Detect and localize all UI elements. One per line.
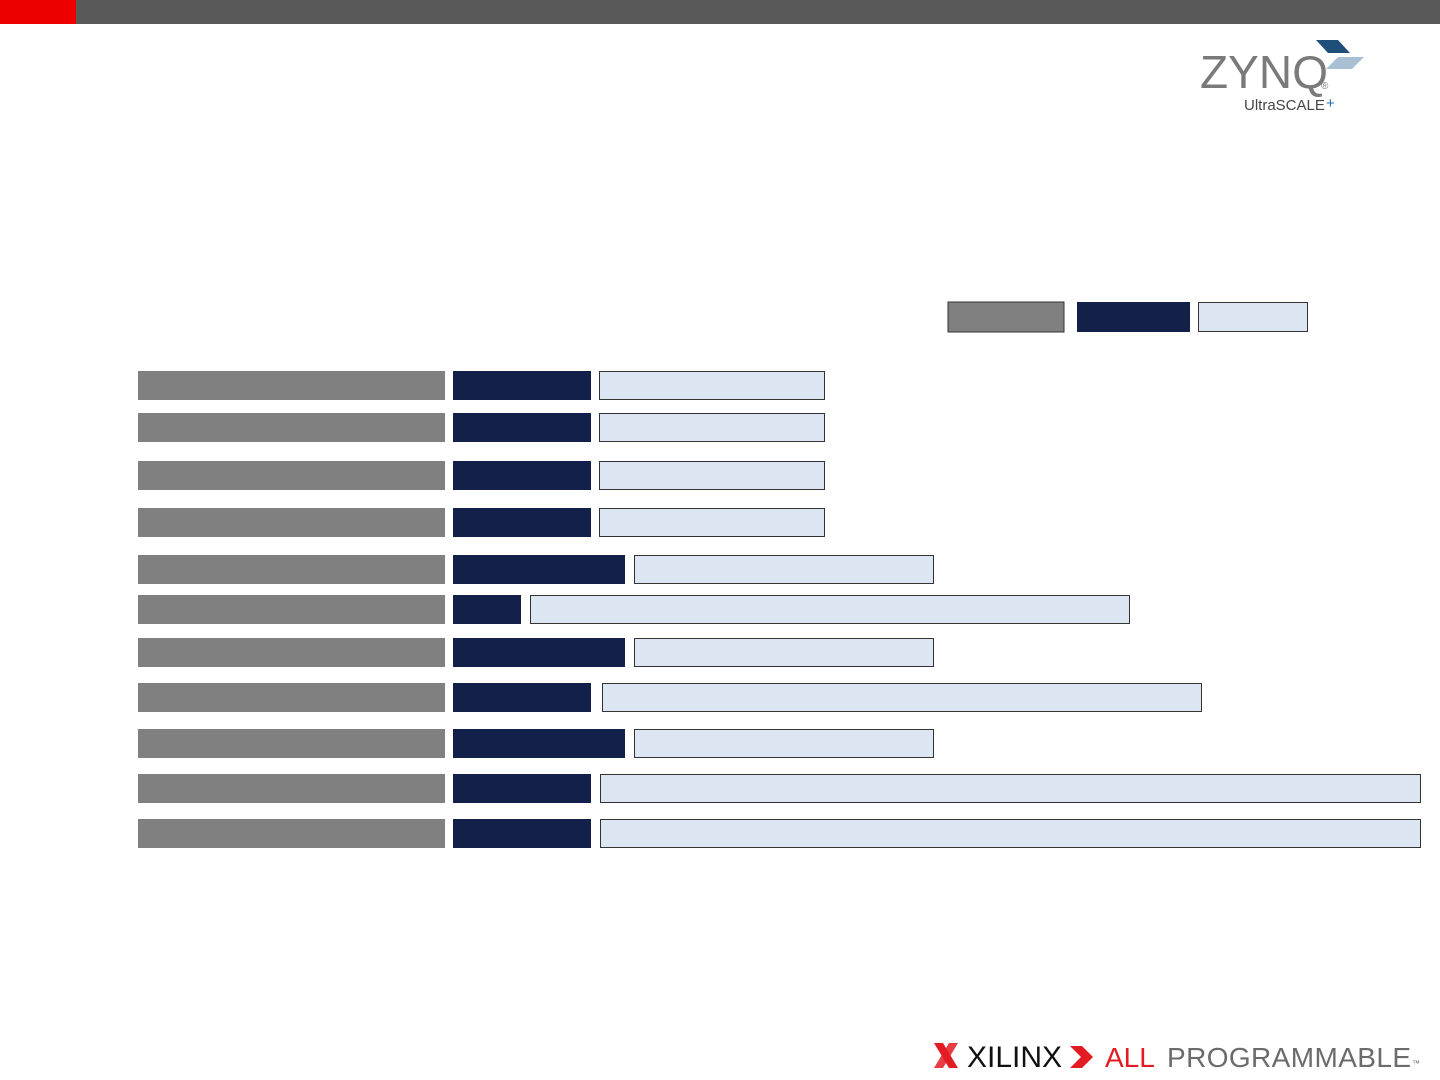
logo-family-plus: + <box>1326 95 1335 112</box>
row-box <box>453 683 591 712</box>
row-box <box>138 461 445 490</box>
row-box <box>453 413 591 442</box>
legend-box <box>1077 302 1190 332</box>
legend-box <box>1198 302 1308 332</box>
row-box <box>453 508 591 537</box>
row-box <box>602 683 1202 712</box>
logo-chevron <box>1326 57 1364 69</box>
row-box <box>599 508 825 537</box>
rows <box>138 371 1421 848</box>
row-box <box>453 371 591 400</box>
row-box <box>453 774 591 803</box>
row-box <box>453 595 521 624</box>
trademark: ™ <box>1412 1059 1420 1068</box>
row-box <box>138 729 445 758</box>
brand-arrow <box>1070 1046 1093 1068</box>
row-box <box>138 371 445 400</box>
row-box <box>138 555 445 584</box>
row-box <box>600 819 1421 848</box>
legend-box <box>947 301 1065 333</box>
row-box <box>453 638 625 667</box>
row-box <box>599 413 825 442</box>
footer-logo: XILINX ALL PROGRAMMABLE ™ <box>934 1041 1420 1074</box>
row-box <box>138 683 445 712</box>
top-accent <box>0 0 76 24</box>
brand-mark <box>934 1043 958 1068</box>
logo: ZYNQ ® UltraSCALE + <box>1200 40 1364 114</box>
row-box <box>634 729 934 758</box>
row-box <box>453 461 591 490</box>
row-box <box>634 638 934 667</box>
logo-family: UltraSCALE <box>1244 97 1325 114</box>
row-box <box>453 555 625 584</box>
row-box <box>138 413 445 442</box>
tagline-2: PROGRAMMABLE <box>1167 1042 1411 1073</box>
brand: XILINX <box>967 1041 1062 1074</box>
legend-boxes <box>947 301 1308 333</box>
row-box <box>599 371 825 400</box>
logo-registered: ® <box>1321 81 1329 92</box>
row-box <box>530 595 1130 624</box>
row-box <box>138 638 445 667</box>
row-box <box>138 774 445 803</box>
row-box <box>138 595 445 624</box>
logo-product: ZYNQ <box>1200 46 1328 98</box>
row-box <box>453 819 591 848</box>
tagline-1: ALL <box>1105 1042 1155 1073</box>
row-box <box>600 774 1421 803</box>
row-box <box>453 729 625 758</box>
row-box <box>634 555 934 584</box>
row-box <box>138 819 445 848</box>
logo-chevron <box>1316 40 1350 53</box>
top-bar <box>0 0 1440 24</box>
row-box <box>599 461 825 490</box>
row-box <box>138 508 445 537</box>
